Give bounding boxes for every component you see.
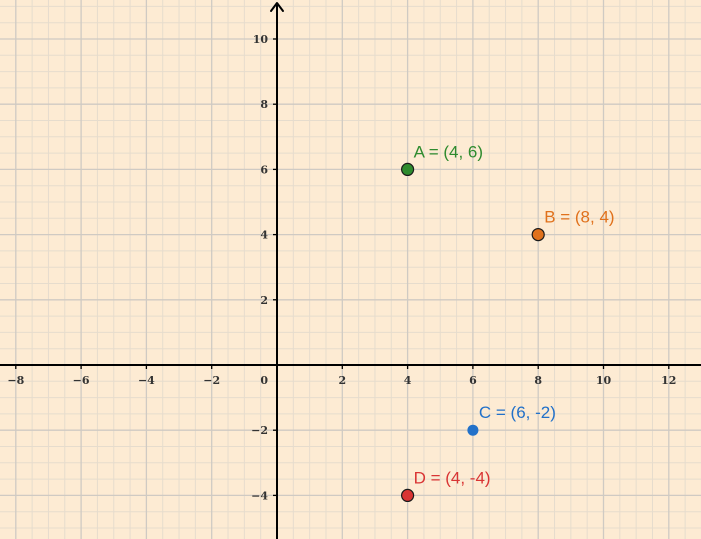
point-label: C = (6, -2)	[479, 403, 556, 422]
x-tick-label: −6	[73, 374, 90, 387]
tick-labels: −8 −6 −4 −2 2 4 6 8 10 12 −4 −2 2 4 6 8 10 0	[7, 33, 676, 502]
point-label: B = (8, 4)	[544, 208, 614, 227]
x-tick-label: 2	[338, 374, 346, 387]
y-tick-label: 8	[260, 98, 268, 111]
x-tick-label: −2	[203, 374, 220, 387]
y-tick-label: 6	[260, 163, 268, 176]
x-tick-label: −8	[7, 374, 24, 387]
point-label: D = (4, -4)	[414, 468, 491, 487]
point-marker	[531, 228, 545, 242]
point-marker	[467, 424, 479, 436]
point-marker	[401, 162, 415, 176]
x-tick-label: 6	[469, 374, 477, 387]
x-tick-label: −4	[138, 374, 155, 387]
origin-label: 0	[260, 374, 268, 387]
y-tick-label: −2	[251, 424, 268, 437]
y-tick-label: 2	[260, 294, 268, 307]
x-tick-label: 4	[404, 374, 412, 387]
y-tick-label: 4	[260, 229, 268, 242]
points: A = (4, 6) B = (8, 4) C = (6, -2) D = (4, -…	[401, 142, 615, 502]
point-label: A = (4, 6)	[414, 142, 483, 161]
y-axis-arrow	[270, 2, 284, 12]
point-marker	[401, 488, 415, 502]
y-tick-label: −4	[251, 489, 268, 502]
y-tick-label: 10	[253, 33, 269, 46]
x-tick-label: 8	[534, 374, 542, 387]
x-tick-label: 10	[596, 374, 612, 387]
x-tick-label: 12	[661, 374, 676, 387]
